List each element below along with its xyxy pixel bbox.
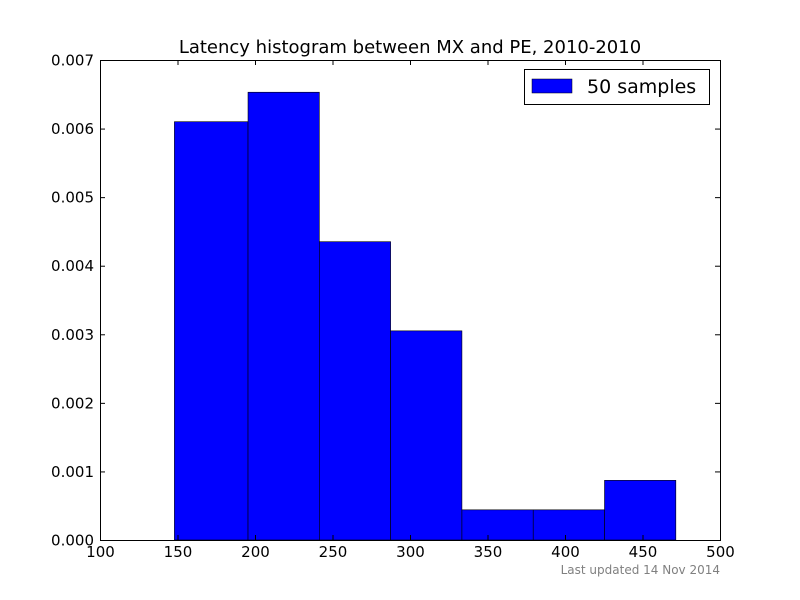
y-tick-label: 0.002 xyxy=(51,394,94,412)
x-tick-label: 500 xyxy=(706,543,735,561)
bars-layer xyxy=(174,91,677,541)
x-tick-label: 350 xyxy=(474,543,503,561)
histogram-bar-1 xyxy=(174,121,249,541)
legend-swatch xyxy=(531,78,573,94)
x-tick-label: 200 xyxy=(241,543,270,561)
histogram-bar-7 xyxy=(604,480,677,541)
y-tick-label: 0.006 xyxy=(51,120,94,138)
histogram-bar-2 xyxy=(247,91,320,541)
x-tick-label: 450 xyxy=(629,543,658,561)
x-tick-label: 400 xyxy=(551,543,580,561)
last-updated-note: Last updated 14 Nov 2014 xyxy=(561,563,720,577)
histogram-bar-4 xyxy=(390,330,463,541)
y-tick-label: 0.000 xyxy=(51,532,94,550)
y-tick-label: 0.007 xyxy=(51,52,94,70)
y-tick-label: 0.003 xyxy=(51,326,94,344)
y-tick-label: 0.004 xyxy=(51,257,94,275)
y-tick-label: 0.005 xyxy=(51,189,94,207)
y-tick-label: 0.001 xyxy=(51,463,94,481)
histogram-bar-3 xyxy=(319,241,391,541)
legend: 50 samples xyxy=(524,69,710,105)
x-tick-label: 150 xyxy=(164,543,193,561)
ticks-layer: 100 150 200 250 300 350 400 450 500 0.000 0.001 0.0… xyxy=(51,52,735,562)
chart-title: Latency histogram between MX and PE, 201… xyxy=(179,37,641,58)
histogram-bar-6 xyxy=(532,509,605,541)
x-tick-label: 100 xyxy=(86,543,115,561)
histogram-bar-5 xyxy=(461,509,534,541)
x-tick-label: 300 xyxy=(396,543,425,561)
x-tick-label: 250 xyxy=(319,543,348,561)
legend-label: 50 samples xyxy=(587,76,696,98)
